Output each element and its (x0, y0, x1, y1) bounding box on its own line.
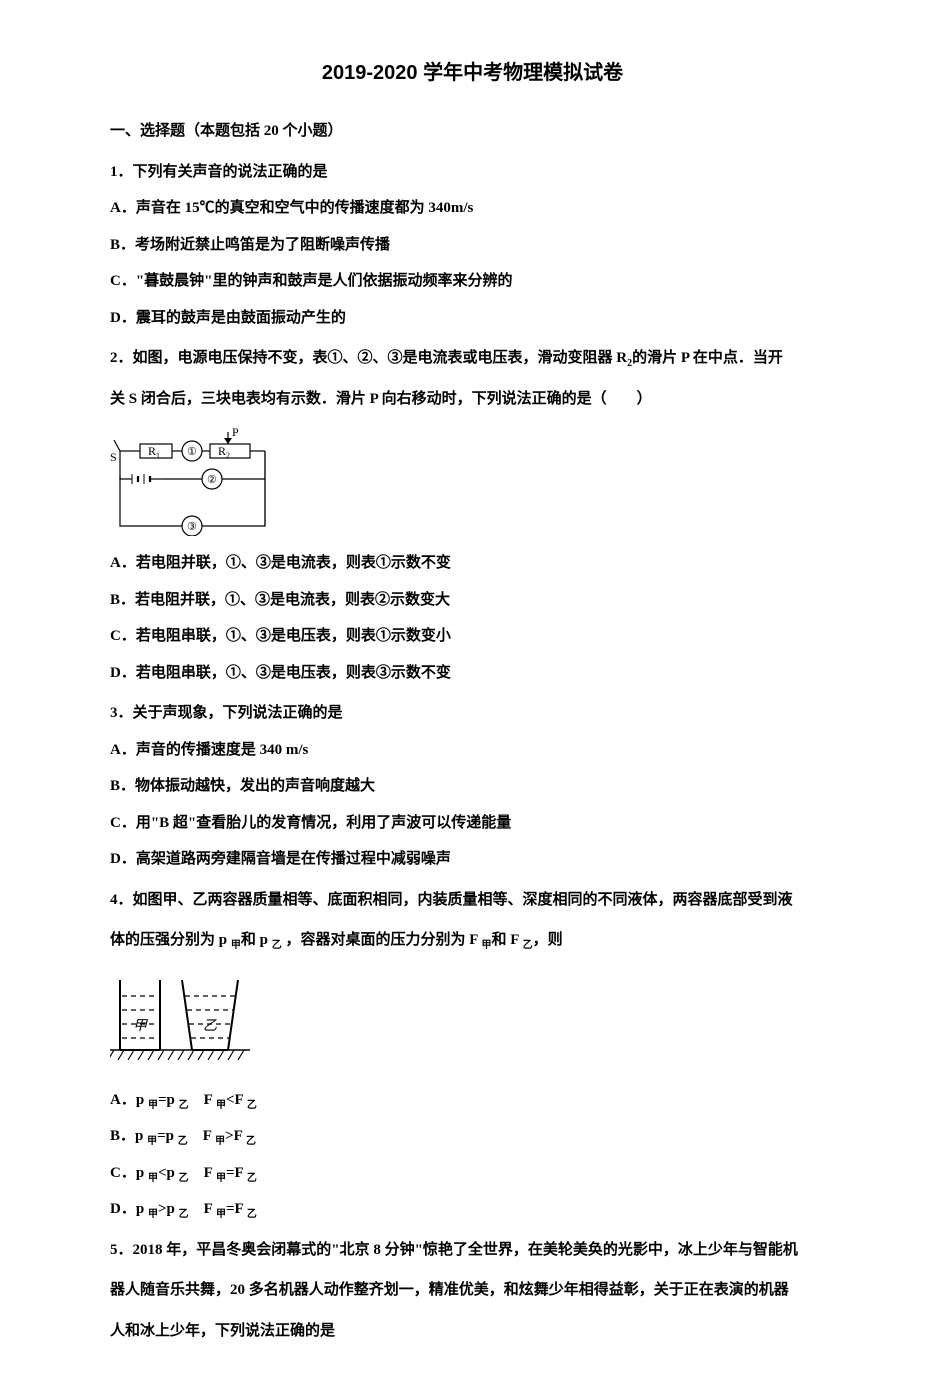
q4-container-diagram: 甲 乙 (110, 968, 835, 1073)
section-header: 一、选择题（本题包括 20 个小题） (110, 114, 835, 149)
q4-a-3: F (189, 1092, 216, 1108)
q2-label-p: P (232, 426, 239, 439)
q4-b-s1: 甲 (147, 1136, 157, 1147)
q4-stem-d-sub: 甲 (482, 940, 492, 951)
q4-stem-e: 和 F (492, 932, 523, 948)
q4-b-4: >F (225, 1128, 246, 1144)
q4-a-2: =p (158, 1092, 179, 1108)
q1-option-b: B．考场附近禁止鸣笛是为了阻断噪声传播 (110, 228, 835, 263)
q3-option-a: A．声音的传播速度是 340 m/s (110, 733, 835, 768)
q4-b-3: F (188, 1128, 215, 1144)
q2-label-s: S (110, 450, 117, 464)
q2-stem: 2．如图，电源电压保持不变，表①、②、③是电流表或电压表，滑动变阻器 R2的滑片… (110, 341, 835, 376)
q3-option-c: C．用"B 超"查看胎儿的发育情况，利用了声波可以传递能量 (110, 806, 835, 841)
q4-d-s4: 乙 (247, 1209, 257, 1220)
q4-d-4: =F (226, 1201, 247, 1217)
q4-c-3: F (189, 1165, 216, 1181)
q4-stem-line1: 4．如图甲、乙两容器质量相等、底面积相同，内装质量相等、深度相同的不同液体，两容… (110, 883, 835, 918)
q4-c-s3: 甲 (216, 1173, 226, 1184)
q2-option-b: B．若电阻并联，①、③是电流表，则表②示数变大 (110, 583, 835, 618)
q2-label-r1-sub: 1 (156, 451, 160, 460)
q4-d-s1: 甲 (148, 1209, 158, 1220)
q4-a-4: <F (226, 1092, 247, 1108)
q4-stem-line2: 体的压强分别为 p 甲和 p 乙 ，容器对桌面的压力分别为 F 甲和 F 乙，则 (110, 923, 835, 958)
q4-stem-c: 和 p (241, 932, 272, 948)
q4-d-1: D．p (110, 1201, 148, 1217)
q4-a-s4: 乙 (247, 1100, 257, 1111)
q4-b-2: =p (157, 1128, 178, 1144)
q2-stem-part-a: 2．如图，电源电压保持不变，表①、②、③是电流表或电压表，滑动变阻器 R (110, 350, 627, 366)
q2-label-m2: ② (207, 474, 217, 486)
q4-a-s1: 甲 (148, 1100, 158, 1111)
q4-stem-b-sub: 甲 (231, 940, 241, 951)
q2-option-c: C．若电阻串联，①、③是电压表，则表①示数变小 (110, 619, 835, 654)
q4-option-c: C．p 甲<p 乙 F 甲=F 乙 (110, 1156, 835, 1191)
q2-label-m1: ① (187, 446, 197, 458)
q4-option-b: B．p 甲=p 乙 F 甲>F 乙 (110, 1119, 835, 1154)
q2-stem-line2: 关 S 闭合后，三块电表均有示数．滑片 P 向右移动时，下列说法正确的是（ ） (110, 382, 835, 417)
q4-stem-c-sub: 乙 (272, 940, 282, 951)
q4-c-s2: 乙 (179, 1173, 189, 1184)
q4-d-s3: 甲 (216, 1209, 226, 1220)
q4-b-s3: 甲 (215, 1136, 225, 1147)
q5-stem-line3: 人和冰上少年，下列说法正确的是 (110, 1314, 835, 1349)
q4-d-3: F (189, 1201, 216, 1217)
q3-option-b: B．物体振动越快，发出的声音响度越大 (110, 769, 835, 804)
q5-stem-line2: 器人随音乐共舞，20 多名机器人动作整齐划一，精准优美，和炫舞少年相得益彰，关于… (110, 1273, 835, 1308)
q3-option-d: D．高架道路两旁建隔音墙是在传播过程中减弱噪声 (110, 842, 835, 877)
q4-option-a: A．p 甲=p 乙 F 甲<F 乙 (110, 1083, 835, 1118)
q4-stem-b: 体的压强分别为 p (110, 932, 231, 948)
q1-option-d: D．震耳的鼓声是由鼓面振动产生的 (110, 301, 835, 336)
q4-c-2: <p (158, 1165, 179, 1181)
q2-label-r1: R (148, 444, 156, 458)
q4-option-d: D．p 甲>p 乙 F 甲=F 乙 (110, 1192, 835, 1227)
q2-label-r2-sub: 2 (226, 451, 230, 460)
q4-c-1: C．p (110, 1165, 148, 1181)
q2-stem-part-b: 的滑片 P 在中点．当开 (632, 350, 783, 366)
q4-a-s2: 乙 (179, 1100, 189, 1111)
q4-c-s1: 甲 (148, 1173, 158, 1184)
q4-stem-f: ，则 (533, 932, 563, 948)
q4-a-1: A．p (110, 1092, 148, 1108)
q4-b-1: B．p (110, 1128, 147, 1144)
q4-b-s4: 乙 (246, 1136, 256, 1147)
q4-b-s2: 乙 (178, 1136, 188, 1147)
q4-c-4: =F (226, 1165, 247, 1181)
q4-label-yi: 乙 (203, 1019, 217, 1034)
q1-stem: 1．下列有关声音的说法正确的是 (110, 155, 835, 190)
q4-stem-e-sub: 乙 (523, 940, 533, 951)
page-title: 2019-2020 学年中考物理模拟试卷 (110, 50, 835, 96)
q1-option-a: A．声音在 15℃的真空和空气中的传播速度都为 340m/s (110, 191, 835, 226)
q1-option-c: C．"暮鼓晨钟"里的钟声和鼓声是人们依据振动频率来分辨的 (110, 264, 835, 299)
q2-option-d: D．若电阻串联，①、③是电压表，则表③示数不变 (110, 656, 835, 691)
q4-d-s2: 乙 (179, 1209, 189, 1220)
q4-a-s3: 甲 (216, 1100, 226, 1111)
q2-label-m3: ③ (187, 521, 197, 533)
q4-c-s4: 乙 (247, 1173, 257, 1184)
q4-label-jia: 甲 (133, 1019, 148, 1034)
q4-stem-d: ，容器对桌面的压力分别为 F (282, 932, 482, 948)
q3-stem: 3．关于声现象，下列说法正确的是 (110, 696, 835, 731)
q2-label-r2: R (218, 444, 226, 458)
q2-circuit-diagram: S R1 R2 P ① ② ③ (110, 426, 835, 536)
q2-option-a: A．若电阻并联，①、③是电流表，则表①示数不变 (110, 546, 835, 581)
q4-d-2: >p (158, 1201, 179, 1217)
q5-stem-line1: 5．2018 年，平昌冬奥会闭幕式的"北京 8 分钟"惊艳了全世界，在美轮美奂的… (110, 1233, 835, 1268)
